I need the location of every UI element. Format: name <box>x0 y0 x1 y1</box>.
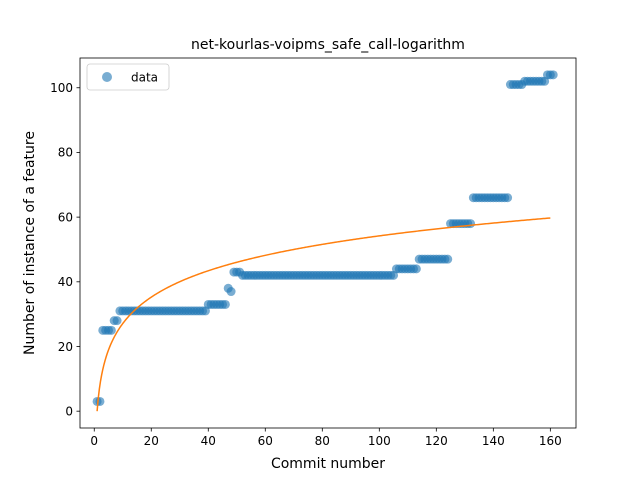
data-point <box>411 264 421 274</box>
x-tick-label: 40 <box>201 434 216 448</box>
fit-line <box>96 217 551 412</box>
y-tick-label: 40 <box>58 275 73 289</box>
chart-title: net-kourlas-voipms_safe_call-logarithm <box>191 37 465 53</box>
data-point <box>112 316 122 326</box>
data-point <box>220 299 230 309</box>
legend-marker-data <box>102 72 112 82</box>
legend-box <box>86 63 170 91</box>
y-tick-label: 60 <box>58 210 73 224</box>
y-tick-label: 100 <box>50 81 73 95</box>
x-tick-label: 60 <box>258 434 273 448</box>
x-tick-label: 100 <box>368 434 391 448</box>
x-tick-label: 160 <box>539 434 562 448</box>
x-tick-label: 20 <box>144 434 159 448</box>
x-tick-label: 0 <box>90 434 98 448</box>
y-tick-label: 0 <box>65 404 73 418</box>
data-point <box>95 396 105 406</box>
data-point <box>226 287 236 297</box>
x-tick-label: 120 <box>425 434 448 448</box>
x-axis-label: Commit number <box>271 456 385 472</box>
legend: data <box>86 63 170 91</box>
data-point <box>443 254 453 264</box>
data-point <box>503 193 513 203</box>
y-tick-label: 20 <box>58 340 73 354</box>
plot-content <box>92 70 558 412</box>
plot-frame <box>79 57 577 429</box>
x-tick-label: 80 <box>315 434 330 448</box>
y-axis: 0 20 40 60 80 100 <box>50 81 80 418</box>
y-tick-label: 80 <box>58 146 73 160</box>
legend-label-data: data <box>131 71 158 85</box>
x-tick-label: 140 <box>482 434 505 448</box>
data-point <box>106 325 116 335</box>
data-point <box>466 219 476 229</box>
x-axis: 0 20 40 60 80 100 120 140 160 <box>90 428 562 448</box>
data-point <box>548 70 558 80</box>
y-axis-label: Number of instance of a feature <box>22 131 38 355</box>
